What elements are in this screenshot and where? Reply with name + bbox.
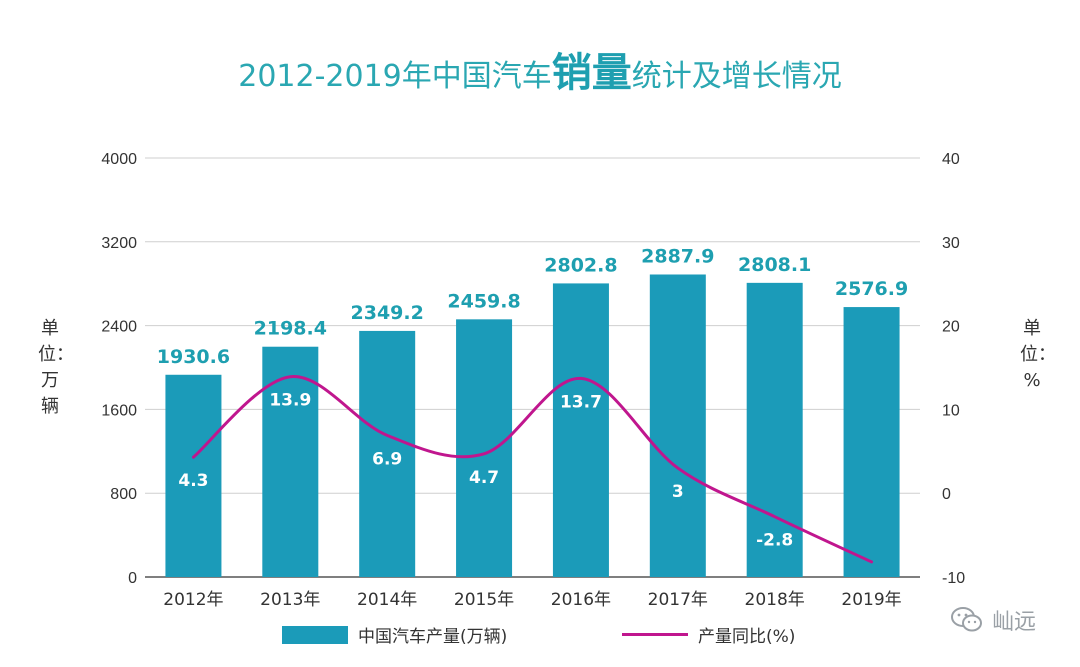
line-value-label: -8.2 xyxy=(853,576,890,596)
watermark: 屾远 xyxy=(950,604,1036,636)
bar-value-label: 2459.8 xyxy=(447,290,520,312)
chart-title-pre: 2012-2019年中国汽车 xyxy=(238,59,552,94)
x-tick-label: 2017年 xyxy=(648,590,708,610)
bar xyxy=(746,282,803,577)
bar xyxy=(552,283,609,577)
y-left-tick-label: 1600 xyxy=(101,402,137,419)
watermark-text: 屾远 xyxy=(992,610,1037,635)
x-tick-label: 2016年 xyxy=(551,590,611,610)
line-value-label: 13.7 xyxy=(560,392,602,412)
y-right-tick-label: 30 xyxy=(942,235,960,252)
line-value-label: -2.8 xyxy=(756,531,793,551)
bar xyxy=(843,307,900,577)
x-tick-label: 2014年 xyxy=(357,590,417,610)
y-right-tick-label: 20 xyxy=(942,319,960,336)
chart-title: 2012-2019年中国汽车销量统计及增长情况 xyxy=(0,40,1080,98)
legend-bar-swatch xyxy=(282,625,348,644)
legend-item-line: 产量同比(%) xyxy=(622,622,795,647)
bar-value-label: 2198.4 xyxy=(254,318,327,340)
x-tick-label: 2013年 xyxy=(260,590,320,610)
y-right-tick-label: 0 xyxy=(942,486,951,503)
chart-title-post: 统计及增长情况 xyxy=(631,59,842,94)
y-left-tick-label: 2400 xyxy=(101,319,137,336)
y-left-tick-label: 4000 xyxy=(101,151,137,168)
wechat-icon xyxy=(951,607,982,632)
bar-value-label: 2887.9 xyxy=(641,245,714,267)
y-right-tick-label: 40 xyxy=(942,151,960,168)
legend-item-bar: 中国汽车产量(万辆) xyxy=(282,622,507,647)
x-tick-label: 2012年 xyxy=(163,590,223,610)
y-left-unit-label: 单位：万辆 xyxy=(38,318,74,417)
x-tick-label: 2019年 xyxy=(841,590,901,610)
bar xyxy=(359,330,416,577)
line-value-label: 4.3 xyxy=(178,471,208,491)
line-value-label: 6.9 xyxy=(372,449,402,469)
bar xyxy=(649,274,706,577)
bar xyxy=(165,374,222,577)
bar-value-label: 2349.2 xyxy=(351,302,424,324)
legend-line-swatch xyxy=(622,633,688,636)
y-right-tick-label: 10 xyxy=(942,402,960,419)
bar-value-label: 2576.9 xyxy=(835,278,908,300)
x-tick-label: 2018年 xyxy=(745,590,805,610)
bar xyxy=(456,319,513,577)
legend-line-label: 产量同比(%) xyxy=(698,627,796,647)
y-left-tick-label: 0 xyxy=(128,570,137,587)
legend-bar-label: 中国汽车产量(万辆) xyxy=(358,627,508,647)
bar-value-label: 1930.6 xyxy=(157,346,230,368)
series-line xyxy=(191,375,874,564)
x-tick-label: 2015年 xyxy=(454,590,514,610)
bar-value-label: 2802.8 xyxy=(544,254,617,276)
line-value-label: 13.9 xyxy=(269,391,311,411)
y-left-tick-label: 800 xyxy=(110,486,137,503)
y-right-tick-label: -10 xyxy=(942,570,965,587)
y-left-tick-label: 3200 xyxy=(101,235,137,252)
chart-title-highlight: 销量 xyxy=(551,50,632,96)
line-value-label: 4.7 xyxy=(469,468,499,488)
line-value-label: 3 xyxy=(672,482,684,502)
bar-value-label: 2808.1 xyxy=(738,254,811,276)
